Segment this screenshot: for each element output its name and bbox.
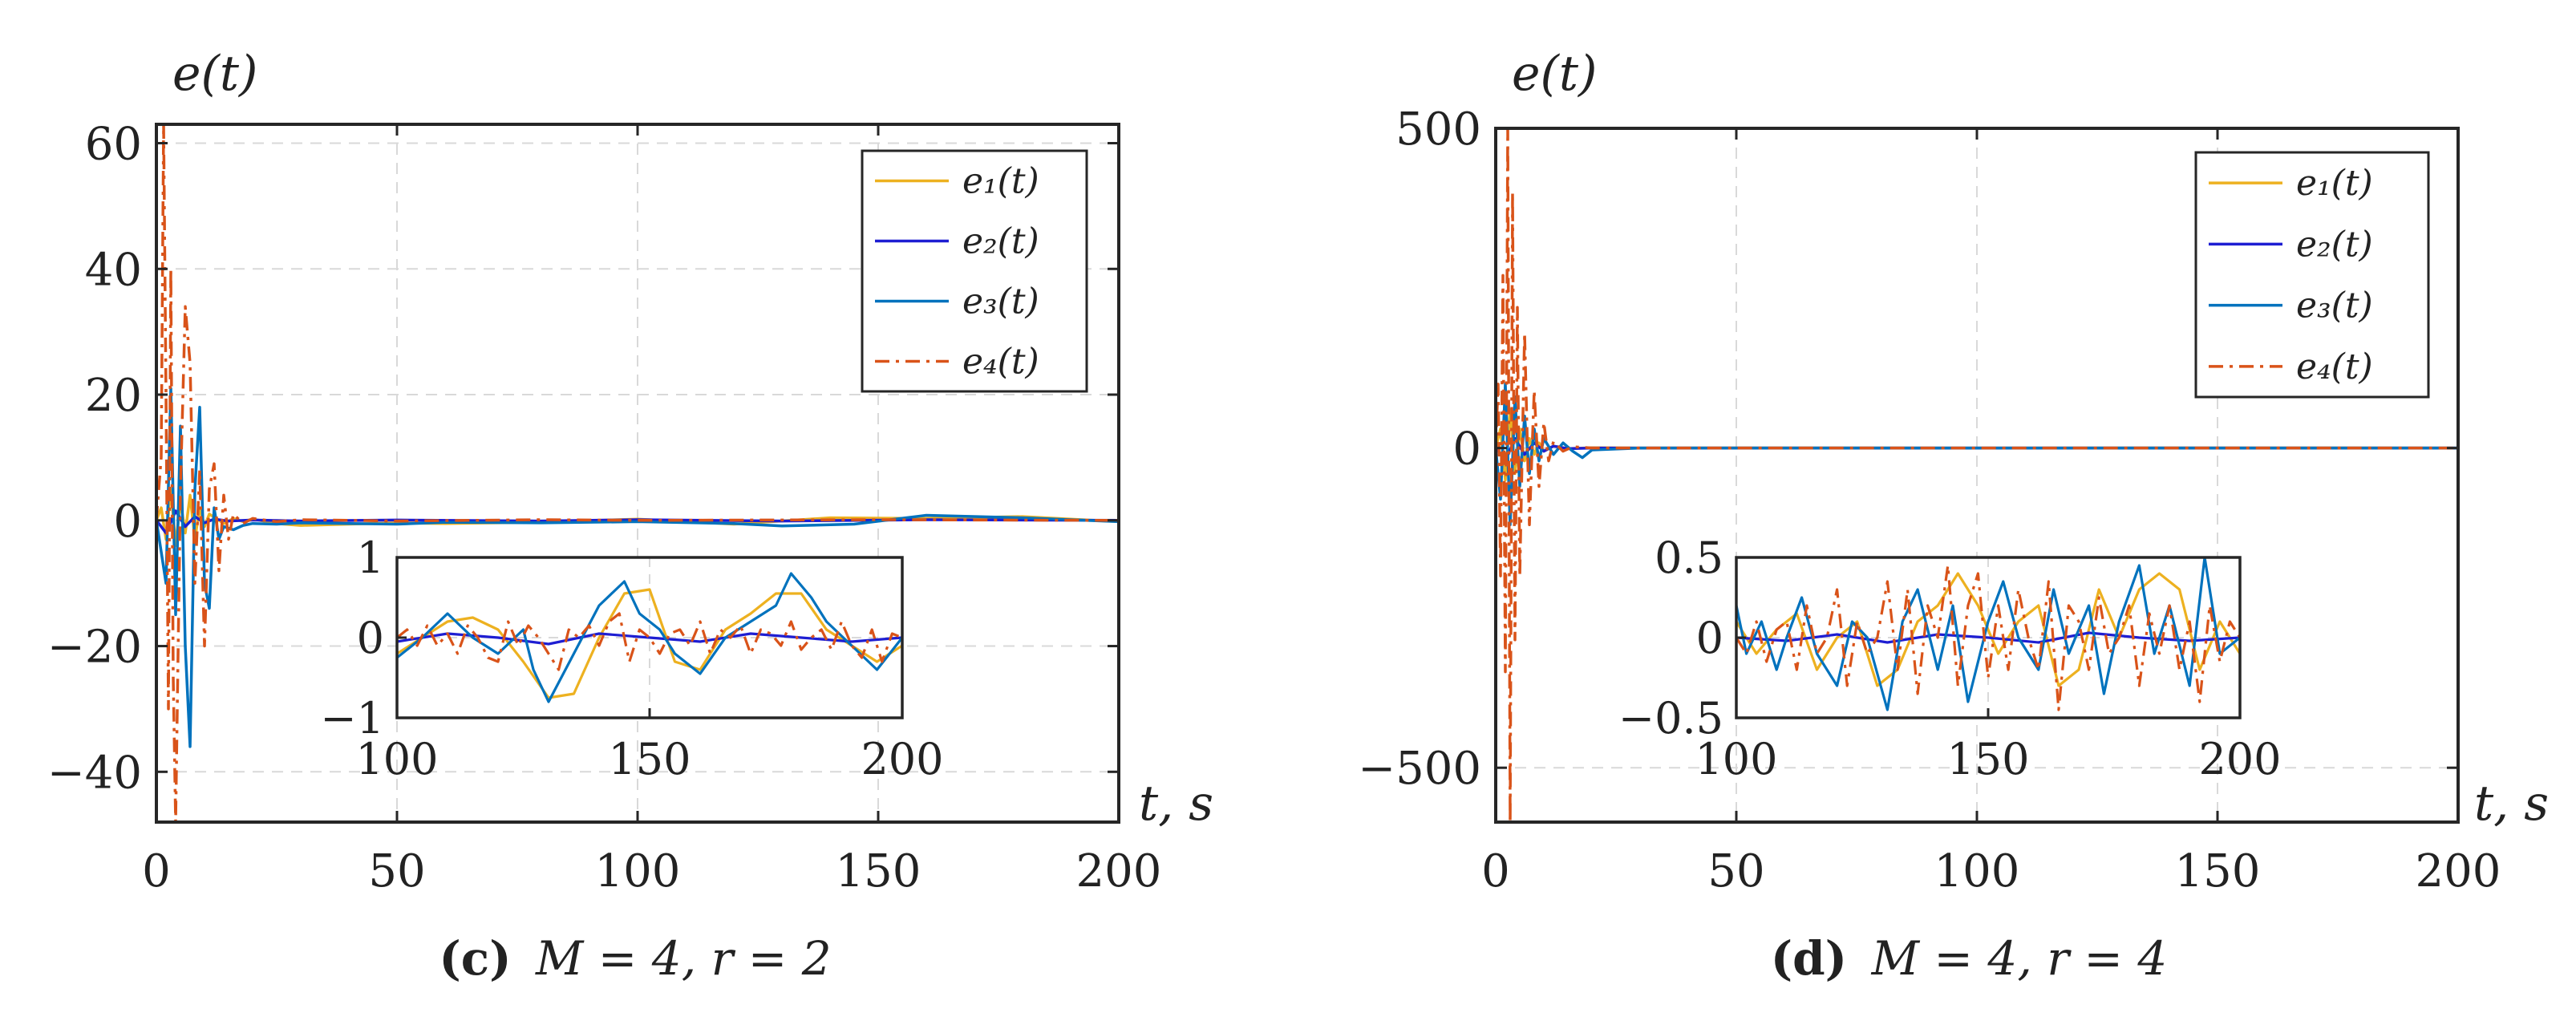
x-tick-label: 200: [1076, 845, 1162, 897]
inset-line-e2(t): [397, 632, 902, 646]
series-line-e4(t): [156, 124, 1119, 822]
legend-label-e2(t): e₂(t): [2296, 224, 2373, 265]
svg-text:(d) M = 4, r = 4: (d) M = 4, r = 4: [1771, 931, 2168, 986]
panel-c-caption-letter: (c): [439, 931, 511, 986]
legend-label-e3(t): e₃(t): [962, 282, 1039, 322]
panel-c-lines: [156, 124, 1119, 822]
legend-box: [2194, 151, 2430, 399]
x-tick-label: 100: [595, 845, 681, 897]
panel-d-ylabel: e(t): [1512, 46, 1597, 102]
inset-line-e3(t): [397, 572, 902, 703]
legend-label-e1(t): e₁(t): [2296, 163, 2373, 204]
x-tick-label: 50: [1707, 845, 1764, 897]
x-tick-label: 100: [1934, 845, 2020, 897]
panel-c-ylabel: e(t): [172, 46, 257, 102]
x-tick-label: 50: [368, 845, 425, 897]
x-tick-label: 0: [142, 845, 171, 897]
inset-y-tick-label: −1: [320, 693, 384, 743]
inset-line-e1(t): [397, 588, 902, 699]
inset-line-e1(t): [1736, 572, 2240, 687]
panel-c-axes-box: [155, 123, 1120, 824]
panel-c-caption: (c) M = 4, r = 2: [439, 931, 831, 986]
legend-label-e2(t): e₂(t): [962, 221, 1039, 262]
legend-label-e4(t): e₄(t): [962, 342, 1039, 383]
y-tick-label: −500: [1358, 743, 1481, 795]
inset-x-tick-label: 150: [608, 734, 691, 784]
panel-d-legend: e₁(t) e₂(t) e₃(t) e₄(t): [2194, 151, 2430, 399]
panel-c-ticks: 0 50 100 150 200 −40 −20 0 20 40 60: [47, 119, 1162, 897]
x-tick-label: 150: [2175, 845, 2261, 897]
panel-d-caption-letter: (d): [1771, 931, 1847, 986]
panel-d-xlabel: t, s: [2474, 776, 2549, 832]
y-tick-label: 0: [1452, 423, 1481, 476]
y-tick-label: −40: [47, 747, 142, 799]
inset-x-tick-label: 200: [861, 734, 943, 784]
panel-d-caption-text: M = 4, r = 4: [1871, 931, 2168, 986]
inset-x-tick-label: 100: [355, 734, 438, 784]
panel-c-legend: e₁(t) e₂(t) e₃(t) e₄(t): [861, 149, 1088, 393]
inset-line-e3(t): [1736, 557, 2240, 711]
legend-label-e4(t): e₄(t): [2296, 346, 2373, 387]
y-tick-label: 40: [85, 244, 142, 296]
inset-y-tick-label: 1: [357, 533, 384, 583]
x-tick-label: 150: [836, 845, 921, 897]
panel-c: e(t) t, s (c) M = 4, r = 2 0 50 100 150 200−…: [47, 46, 1213, 986]
inset-x-tick-label: 150: [1946, 734, 2029, 784]
inset-y-tick-label: 0.5: [1655, 533, 1723, 583]
y-tick-label: −20: [47, 622, 142, 674]
inset-x-tick-label: 200: [2198, 734, 2281, 784]
inset-line-e4(t): [1736, 564, 2240, 711]
inset-y-tick-label: 0: [1696, 613, 1723, 663]
x-tick-label: 0: [1481, 845, 1510, 897]
inset-y-tick-label: 0: [357, 613, 384, 663]
panel-c-inset: 100 150 200 −1 0 1: [320, 533, 943, 784]
series-line-e4(t): [1496, 128, 2458, 822]
inset-x-tick-label: 100: [1695, 734, 1777, 784]
panel-d-lines: [1496, 128, 2458, 822]
legend-box: [861, 149, 1088, 393]
series-line-e3(t): [156, 387, 1119, 748]
panel-d-caption: (d) M = 4, r = 4: [1771, 931, 2168, 986]
y-tick-label: 500: [1395, 103, 1481, 156]
panel-c-caption-text: M = 4, r = 2: [535, 931, 832, 986]
panel-d-axes-box: [1494, 127, 2460, 824]
legend-label-e1(t): e₁(t): [962, 161, 1039, 202]
panel-d-inset: 100 150 200 −0.5 0 0.5: [1618, 533, 2282, 784]
inset-y-tick-label: −0.5: [1618, 693, 1723, 743]
panel-c-xlabel: t, s: [1139, 776, 1213, 832]
y-tick-label: 0: [113, 496, 142, 548]
x-tick-label: 200: [2416, 845, 2501, 897]
y-tick-label: 20: [85, 370, 142, 422]
panel-d: e(t) t, s (d) M = 4, r = 4 0 50 100 150 200 −…: [1358, 46, 2549, 986]
legend-label-e3(t): e₃(t): [2296, 286, 2373, 326]
svg-text:(c) M = 4, r = 2: (c) M = 4, r = 2: [439, 931, 831, 986]
y-tick-label: 60: [85, 119, 142, 171]
